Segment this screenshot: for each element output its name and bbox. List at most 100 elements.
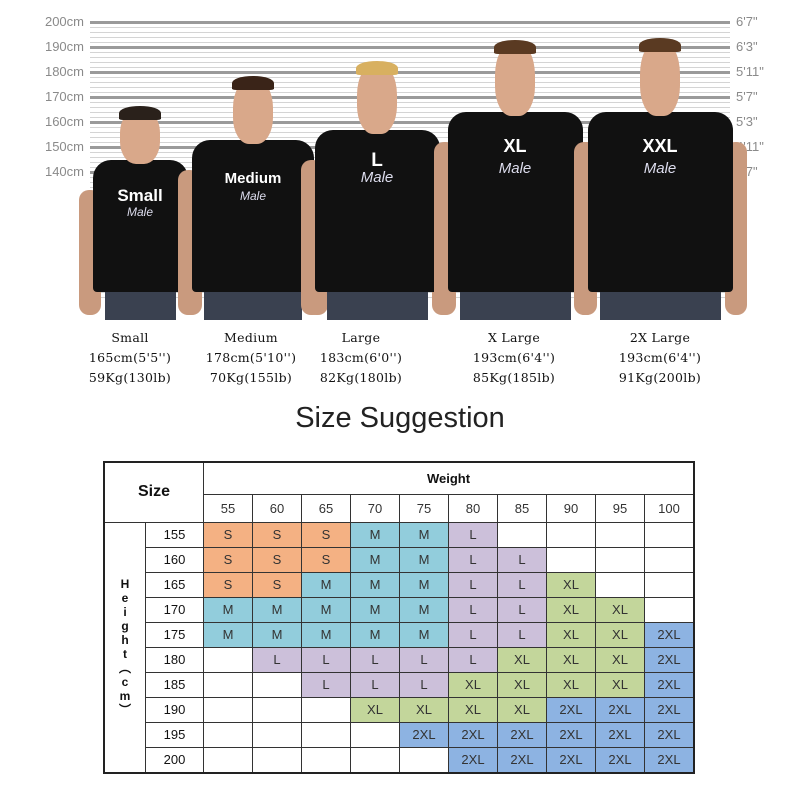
- size-cell: L: [448, 646, 498, 673]
- size-cell: L: [350, 646, 400, 673]
- size-cell: 2XL: [546, 696, 596, 723]
- size-cell: [546, 546, 596, 573]
- model-height: 193cm(6'4''): [618, 350, 702, 365]
- size-cell: [252, 746, 302, 773]
- ruler-line: [90, 67, 730, 68]
- ruler-line: [90, 82, 730, 83]
- size-cell: 2XL: [546, 721, 596, 748]
- size-cell: XL: [595, 646, 645, 673]
- size-cell: L: [497, 621, 547, 648]
- model-height: 183cm(6'0''): [319, 350, 403, 365]
- ruler-ft-label: 5'11": [736, 64, 764, 79]
- size-cell: S: [252, 521, 302, 548]
- size-cell: [252, 671, 302, 698]
- ruler-line: [90, 117, 730, 118]
- weight-column-header: 60: [252, 493, 302, 523]
- model-weight: 82Kg(180lb): [319, 370, 403, 385]
- size-cell: L: [497, 571, 547, 598]
- shirt-size-label: Small: [117, 186, 163, 205]
- size-corner-header: Size: [103, 461, 204, 523]
- shirt-size-label: XXL: [642, 136, 678, 156]
- size-cell: [203, 646, 253, 673]
- ruler-line: [90, 96, 730, 99]
- size-cell: M: [350, 546, 400, 573]
- model-caption: Medium 178cm(5'10'') 70Kg(155lb): [181, 328, 321, 388]
- size-cell: 2XL: [448, 721, 498, 748]
- size-cell: [301, 696, 351, 723]
- size-cell: L: [399, 671, 449, 698]
- size-cell: M: [399, 571, 449, 598]
- size-cell: S: [203, 546, 253, 573]
- ruler-line: [90, 46, 730, 49]
- model-caption: X Large 193cm(6'4'') 85Kg(185lb): [444, 328, 584, 388]
- size-cell: M: [252, 621, 302, 648]
- size-cell: L: [497, 546, 547, 573]
- model-figure: XXL Male: [572, 0, 749, 320]
- size-cell: 2XL: [595, 721, 645, 748]
- size-cell: [644, 546, 695, 573]
- size-cell: 2XL: [644, 621, 695, 648]
- height-row-header: 200: [145, 746, 204, 773]
- weight-column-header: 70: [350, 493, 400, 523]
- ruler-cm-label: 150cm: [44, 139, 84, 154]
- size-cell: L: [252, 646, 302, 673]
- size-cell: [203, 721, 253, 748]
- size-cell: S: [203, 571, 253, 598]
- size-cell: 2XL: [644, 746, 695, 773]
- size-cell: XL: [546, 646, 596, 673]
- size-cell: L: [448, 521, 498, 548]
- height-row-header: 165: [145, 571, 204, 598]
- size-cell: [595, 546, 645, 573]
- size-cell: XL: [595, 596, 645, 623]
- size-cell: M: [399, 621, 449, 648]
- shirt-gender-label: Male: [643, 160, 677, 177]
- ruler-line: [90, 37, 730, 38]
- weight-column-header: 75: [399, 493, 449, 523]
- weight-column-header: 65: [301, 493, 351, 523]
- size-cell: L: [399, 646, 449, 673]
- ruler-line: [90, 121, 730, 124]
- ruler-ft-label: 5'7": [736, 89, 758, 104]
- size-cell: XL: [497, 671, 547, 698]
- size-cell: 2XL: [546, 746, 596, 773]
- ruler-cm-label: 200cm: [44, 14, 84, 29]
- size-cell: [595, 571, 645, 598]
- size-cell: 2XL: [644, 721, 695, 748]
- page-title: Size Suggestion: [295, 402, 505, 434]
- weight-header: Weight: [203, 461, 695, 495]
- model-weight: 91Kg(200lb): [618, 370, 702, 385]
- height-row-header: 175: [145, 621, 204, 648]
- size-cell: S: [301, 521, 351, 548]
- size-cell: L: [448, 571, 498, 598]
- size-cell: 2XL: [595, 746, 645, 773]
- size-cell: [546, 521, 596, 548]
- size-cell: 2XL: [497, 746, 547, 773]
- weight-column-header: 95: [595, 493, 645, 523]
- size-cell: M: [350, 621, 400, 648]
- size-cell: [644, 521, 695, 548]
- model-size-name: Large: [341, 330, 381, 345]
- size-cell: L: [497, 596, 547, 623]
- ruler-line: [90, 127, 730, 128]
- size-cell: [644, 596, 695, 623]
- ruler-line: [90, 57, 730, 58]
- ruler-line: [90, 77, 730, 78]
- size-cell: L: [448, 596, 498, 623]
- height-row-header: 155: [145, 521, 204, 548]
- ruler-cm-label: 170cm: [44, 89, 84, 104]
- size-cell: L: [301, 646, 351, 673]
- size-cell: M: [301, 621, 351, 648]
- model-weight: 70Kg(155lb): [209, 370, 293, 385]
- size-cell: M: [350, 571, 400, 598]
- size-cell: XL: [595, 671, 645, 698]
- weight-column-header: 90: [546, 493, 596, 523]
- size-cell: L: [301, 671, 351, 698]
- size-cell: S: [252, 571, 302, 598]
- size-cell: [350, 721, 400, 748]
- ruler-cm-label: 180cm: [44, 64, 84, 79]
- size-cell: M: [399, 596, 449, 623]
- ruler-line: [90, 112, 730, 113]
- size-cell: [203, 746, 253, 773]
- size-cell: M: [301, 571, 351, 598]
